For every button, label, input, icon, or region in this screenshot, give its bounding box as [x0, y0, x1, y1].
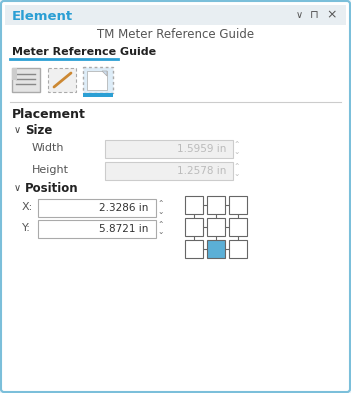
Text: Meter Reference Guide: Meter Reference Guide	[12, 47, 156, 57]
Text: ⌄: ⌄	[233, 169, 239, 178]
Bar	[229, 240, 247, 258]
Bar	[185, 240, 203, 258]
Text: Size: Size	[25, 123, 52, 136]
FancyBboxPatch shape	[87, 71, 107, 90]
Text: 1.5959 in: 1.5959 in	[177, 144, 226, 154]
Bar	[207, 218, 225, 236]
Text: ∨: ∨	[14, 183, 21, 193]
Text: ⌃: ⌃	[157, 220, 163, 230]
Text: ⌄: ⌄	[157, 228, 163, 237]
Bar	[83, 93, 113, 97]
FancyBboxPatch shape	[48, 68, 76, 92]
Bar	[12, 68, 40, 92]
Bar	[105, 162, 233, 180]
Text: ∨: ∨	[14, 125, 21, 135]
Bar	[229, 196, 247, 214]
Bar	[229, 218, 247, 236]
Text: Placement: Placement	[12, 108, 86, 121]
Text: ⌃: ⌃	[233, 162, 239, 171]
Text: ∨: ∨	[296, 10, 303, 20]
Bar	[207, 240, 225, 258]
Text: ⌃: ⌃	[157, 200, 163, 209]
Text: Height: Height	[32, 165, 69, 175]
Text: ⌄: ⌄	[233, 147, 239, 156]
Text: Y:: Y:	[22, 223, 31, 233]
Bar	[185, 196, 203, 214]
Text: Position: Position	[25, 182, 79, 195]
Bar	[207, 196, 225, 214]
Text: Element: Element	[12, 9, 73, 22]
Bar	[12, 68, 17, 80]
Text: ⌄: ⌄	[157, 206, 163, 215]
Text: TM Meter Reference Guide: TM Meter Reference Guide	[97, 28, 254, 40]
Text: X:: X:	[22, 202, 33, 212]
Text: ⊓: ⊓	[310, 10, 319, 20]
Bar	[38, 220, 156, 238]
FancyBboxPatch shape	[83, 67, 113, 93]
Polygon shape	[102, 71, 107, 76]
Bar	[38, 199, 156, 217]
Bar	[5, 5, 346, 25]
Text: 1.2578 in: 1.2578 in	[177, 166, 226, 176]
Text: ⌃: ⌃	[233, 141, 239, 149]
Text: ×: ×	[326, 9, 337, 22]
Text: 5.8721 in: 5.8721 in	[99, 224, 148, 234]
Bar	[185, 218, 203, 236]
Text: 2.3286 in: 2.3286 in	[99, 203, 148, 213]
Bar	[105, 140, 233, 158]
Text: Width: Width	[32, 143, 65, 153]
